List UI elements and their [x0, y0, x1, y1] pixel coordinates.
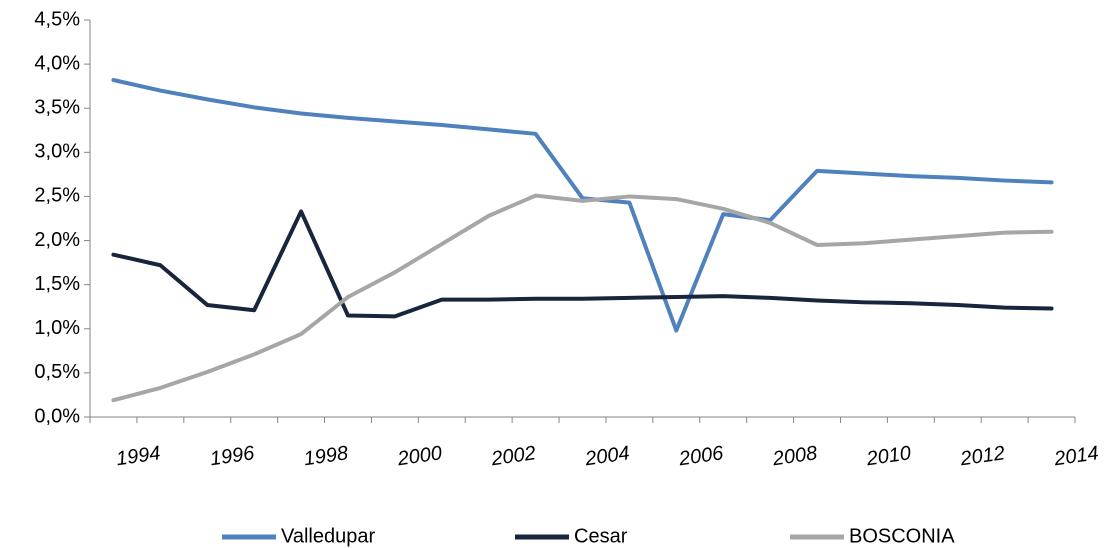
y-tick-label: 2,0%	[34, 229, 80, 251]
x-tick-label: 1994	[115, 442, 162, 470]
legend-label: Cesar	[574, 525, 628, 547]
x-tick-label: 2012	[958, 442, 1006, 470]
x-tick-label: 2006	[677, 442, 726, 470]
x-tick-label: 2010	[864, 442, 912, 470]
x-tick-label: 1996	[209, 442, 257, 470]
x-tick-label: 1998	[302, 442, 349, 470]
y-tick-label: 2,5%	[34, 185, 80, 207]
x-tick-label: 2000	[395, 442, 443, 470]
legend-label: BOSCONIA	[849, 525, 955, 547]
line-series	[111, 77, 1054, 333]
y-tick-label: 1,0%	[34, 317, 80, 339]
line-series	[111, 193, 1054, 403]
y-tick-label: 3,0%	[34, 141, 80, 163]
x-tick-label: 2008	[770, 442, 818, 470]
y-tick-label: 0,5%	[34, 361, 80, 383]
y-tick-label: 4,5%	[34, 8, 80, 30]
legend-label: Valledupar	[281, 525, 375, 547]
x-tick-label: 2002	[489, 442, 537, 470]
y-tick-label: 4,0%	[34, 52, 80, 74]
line-series	[111, 209, 1054, 319]
y-tick-label: 1,5%	[34, 273, 80, 295]
x-tick-label: 2014	[1052, 442, 1100, 470]
x-tick-label: 2004	[583, 442, 631, 470]
y-tick-label: 3,5%	[34, 97, 80, 119]
y-tick-label: 0,0%	[34, 405, 80, 427]
